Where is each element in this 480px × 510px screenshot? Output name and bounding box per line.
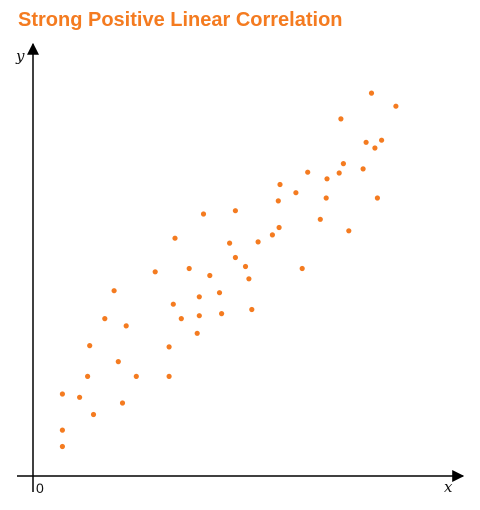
data-point-21	[194, 330, 200, 336]
data-point-9	[111, 288, 117, 294]
data-point-28	[227, 240, 233, 246]
data-point-17	[170, 301, 176, 307]
data-point-41	[305, 169, 311, 175]
data-point-34	[255, 239, 261, 245]
data-point-6	[87, 343, 93, 349]
data-point-37	[275, 198, 281, 204]
x-axis-label: x	[444, 478, 453, 496]
data-point-43	[323, 195, 329, 201]
data-point-7	[90, 411, 97, 418]
data-point-2	[59, 427, 65, 433]
data-point-8	[102, 316, 108, 322]
data-point-33	[249, 306, 255, 313]
data-point-20	[186, 265, 192, 272]
data-point-25	[207, 272, 213, 279]
y-axis-label: y	[15, 47, 25, 65]
data-point-36	[276, 224, 282, 231]
data-point-46	[338, 116, 344, 122]
data-point-27	[219, 311, 225, 317]
data-point-31	[242, 263, 249, 270]
data-point-13	[133, 373, 139, 379]
data-point-54	[379, 137, 385, 143]
data-point-4	[77, 394, 83, 400]
data-point-5	[85, 373, 91, 379]
data-point-32	[246, 276, 252, 282]
data-point-19	[178, 316, 184, 322]
data-point-47	[340, 161, 346, 167]
data-point-45	[336, 170, 342, 176]
data-points	[59, 90, 399, 450]
data-point-51	[368, 90, 375, 96]
chart-title: Strong Positive Linear Correlation	[18, 9, 343, 31]
data-point-14	[152, 269, 158, 275]
data-point-39	[293, 190, 299, 196]
data-point-49	[360, 166, 366, 172]
data-point-50	[363, 139, 369, 145]
data-point-48	[346, 228, 352, 234]
data-point-22	[196, 294, 202, 300]
data-point-30	[232, 254, 238, 261]
data-point-24	[200, 211, 207, 217]
data-point-55	[393, 103, 399, 109]
data-point-10	[115, 359, 121, 365]
data-point-52	[372, 145, 378, 151]
data-point-23	[196, 313, 202, 319]
data-point-11	[119, 400, 126, 406]
data-point-12	[123, 323, 129, 329]
data-point-40	[299, 265, 305, 272]
data-point-16	[166, 344, 172, 350]
data-point-3	[59, 443, 65, 450]
data-point-53	[374, 195, 380, 201]
data-point-18	[172, 235, 178, 241]
data-point-29	[232, 208, 238, 214]
data-point-26	[216, 290, 223, 296]
data-point-38	[277, 181, 283, 188]
data-point-35	[269, 232, 275, 238]
data-point-44	[324, 176, 330, 182]
data-point-42	[317, 216, 323, 222]
data-point-15	[166, 373, 172, 379]
origin-label: 0	[36, 480, 44, 496]
data-point-1	[59, 391, 65, 397]
